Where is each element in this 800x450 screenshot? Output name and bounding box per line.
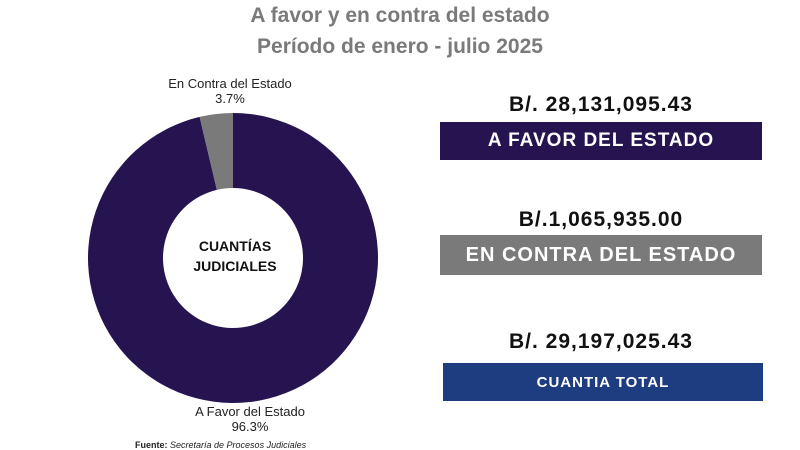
source-note: Fuente: Secretaría de Procesos Judiciale… xyxy=(135,440,306,450)
label-box-favor: A FAVOR DEL ESTADO xyxy=(440,122,762,160)
donut-slice-contra xyxy=(199,113,233,190)
chart-subtitle: Período de enero - julio 2025 xyxy=(257,35,543,58)
slice-value-favor: 96.3% xyxy=(231,419,269,434)
source-label: Fuente: xyxy=(135,440,168,450)
slice-category-favor: A Favor del Estado xyxy=(195,404,305,419)
chart-title: A favor y en contra del estado xyxy=(250,4,550,27)
amount-favor: B/. 28,131,095.43 xyxy=(509,93,693,116)
donut-chart xyxy=(87,113,378,403)
label-box-contra: EN CONTRA DEL ESTADO xyxy=(440,235,762,275)
slice-category-contra: En Contra del Estado xyxy=(168,76,292,91)
slice-label-favor: A Favor del Estado 96.3% xyxy=(150,404,350,434)
donut-center-label: CUANTÍAS JUDICIALES xyxy=(180,236,290,276)
amount-total: B/. 29,197,025.43 xyxy=(509,330,693,353)
label-box-total: CUANTIA TOTAL xyxy=(443,363,763,401)
source-value: Secretaría de Procesos Judiciales xyxy=(170,440,307,450)
slice-value-contra: 3.7% xyxy=(215,91,245,106)
center-line-2: JUDICIALES xyxy=(193,258,277,274)
slice-label-contra: En Contra del Estado 3.7% xyxy=(130,76,330,106)
amount-contra: B/.1,065,935.00 xyxy=(518,208,684,231)
center-line-1: CUANTÍAS xyxy=(198,238,272,254)
donut-slice-favor xyxy=(87,113,378,403)
